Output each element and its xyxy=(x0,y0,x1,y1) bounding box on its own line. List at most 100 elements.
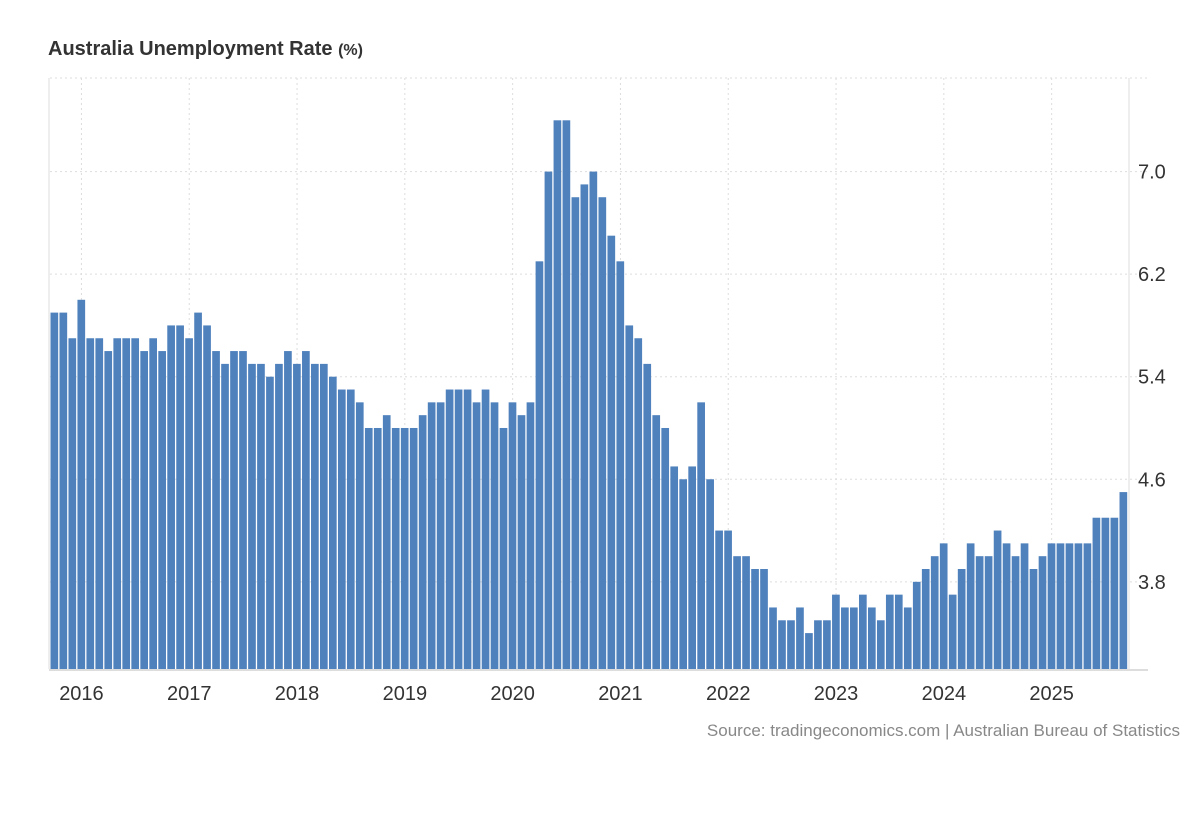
bar xyxy=(1047,543,1056,669)
x-tick-label: 2023 xyxy=(814,683,859,705)
bar xyxy=(1065,543,1074,669)
bar xyxy=(131,338,140,669)
bar xyxy=(212,351,220,669)
bar xyxy=(104,351,113,669)
bar xyxy=(284,351,292,669)
bar xyxy=(984,556,993,669)
bar xyxy=(445,389,454,669)
x-tick-label: 2017 xyxy=(167,683,212,705)
bar xyxy=(760,569,768,669)
bar xyxy=(526,402,535,669)
bar xyxy=(688,466,696,669)
bar xyxy=(1092,517,1101,669)
bar xyxy=(50,312,59,669)
bar xyxy=(796,607,804,669)
bar xyxy=(1020,543,1029,669)
bar xyxy=(580,184,589,669)
bar xyxy=(400,427,409,669)
bar xyxy=(427,402,436,669)
bar xyxy=(293,363,301,669)
bar xyxy=(625,325,634,669)
bar xyxy=(302,351,310,669)
bar xyxy=(508,402,517,669)
bar xyxy=(382,415,391,669)
bar xyxy=(652,415,661,669)
bar xyxy=(472,402,481,669)
bar xyxy=(230,351,238,669)
bar xyxy=(778,620,786,669)
bar xyxy=(320,363,328,669)
y-tick-label: 6.2 xyxy=(1138,264,1166,286)
source-note: Source: tradingeconomics.com | Australia… xyxy=(706,721,1180,740)
bar xyxy=(903,607,912,669)
bar xyxy=(391,427,400,669)
bar xyxy=(1101,517,1110,669)
chart-unit: (%) xyxy=(338,42,363,59)
bar xyxy=(176,325,184,669)
bar xyxy=(311,363,319,669)
bar xyxy=(517,415,526,669)
bar xyxy=(418,415,427,669)
bar xyxy=(1011,556,1020,669)
bar xyxy=(975,556,984,669)
bar xyxy=(203,325,211,669)
bar xyxy=(140,351,149,669)
y-tick-label: 5.4 xyxy=(1138,367,1166,389)
bar xyxy=(805,633,813,669)
bar xyxy=(957,569,966,669)
bar xyxy=(113,338,122,669)
bar xyxy=(185,338,193,669)
bar xyxy=(1038,556,1047,669)
bar xyxy=(346,389,355,669)
bar xyxy=(894,594,903,669)
x-tick-label: 2020 xyxy=(490,683,535,705)
x-tick-label: 2019 xyxy=(383,683,428,705)
bar xyxy=(266,376,274,669)
bar xyxy=(1119,492,1128,669)
bar xyxy=(1110,517,1119,669)
bar xyxy=(742,556,750,669)
y-tick-label: 3.8 xyxy=(1138,572,1166,594)
bar xyxy=(337,389,346,669)
bar xyxy=(490,402,499,669)
bar xyxy=(867,607,876,669)
bar xyxy=(1002,543,1011,669)
bar xyxy=(194,312,202,669)
bar xyxy=(697,402,705,669)
x-tick-label: 2016 xyxy=(59,683,104,705)
bar xyxy=(598,197,607,670)
bar xyxy=(850,607,858,669)
bar xyxy=(499,427,508,669)
bar xyxy=(1056,543,1065,669)
bar xyxy=(841,607,849,669)
x-tick-label: 2024 xyxy=(922,683,967,705)
bar xyxy=(921,569,930,669)
bar xyxy=(364,427,373,669)
bar xyxy=(221,363,229,669)
bar xyxy=(939,543,948,669)
bar xyxy=(373,427,382,669)
bar xyxy=(1074,543,1083,669)
x-tick-label: 2018 xyxy=(275,683,320,705)
bar xyxy=(158,351,166,669)
bar xyxy=(571,197,580,670)
bar xyxy=(463,389,472,669)
bar xyxy=(149,338,157,669)
bar xyxy=(535,261,544,669)
bar xyxy=(661,427,670,669)
bar xyxy=(769,607,777,669)
bar xyxy=(355,402,364,669)
bar xyxy=(589,171,598,669)
bar xyxy=(876,620,885,669)
bar xyxy=(948,594,957,669)
bar xyxy=(607,235,616,669)
bar xyxy=(562,120,571,670)
y-tick-label: 7.0 xyxy=(1138,162,1166,184)
bar xyxy=(59,312,68,669)
bar xyxy=(68,338,77,669)
bar xyxy=(814,620,822,669)
bar xyxy=(167,325,175,669)
bar xyxy=(885,594,894,669)
bar xyxy=(733,556,741,669)
bar xyxy=(930,556,939,669)
